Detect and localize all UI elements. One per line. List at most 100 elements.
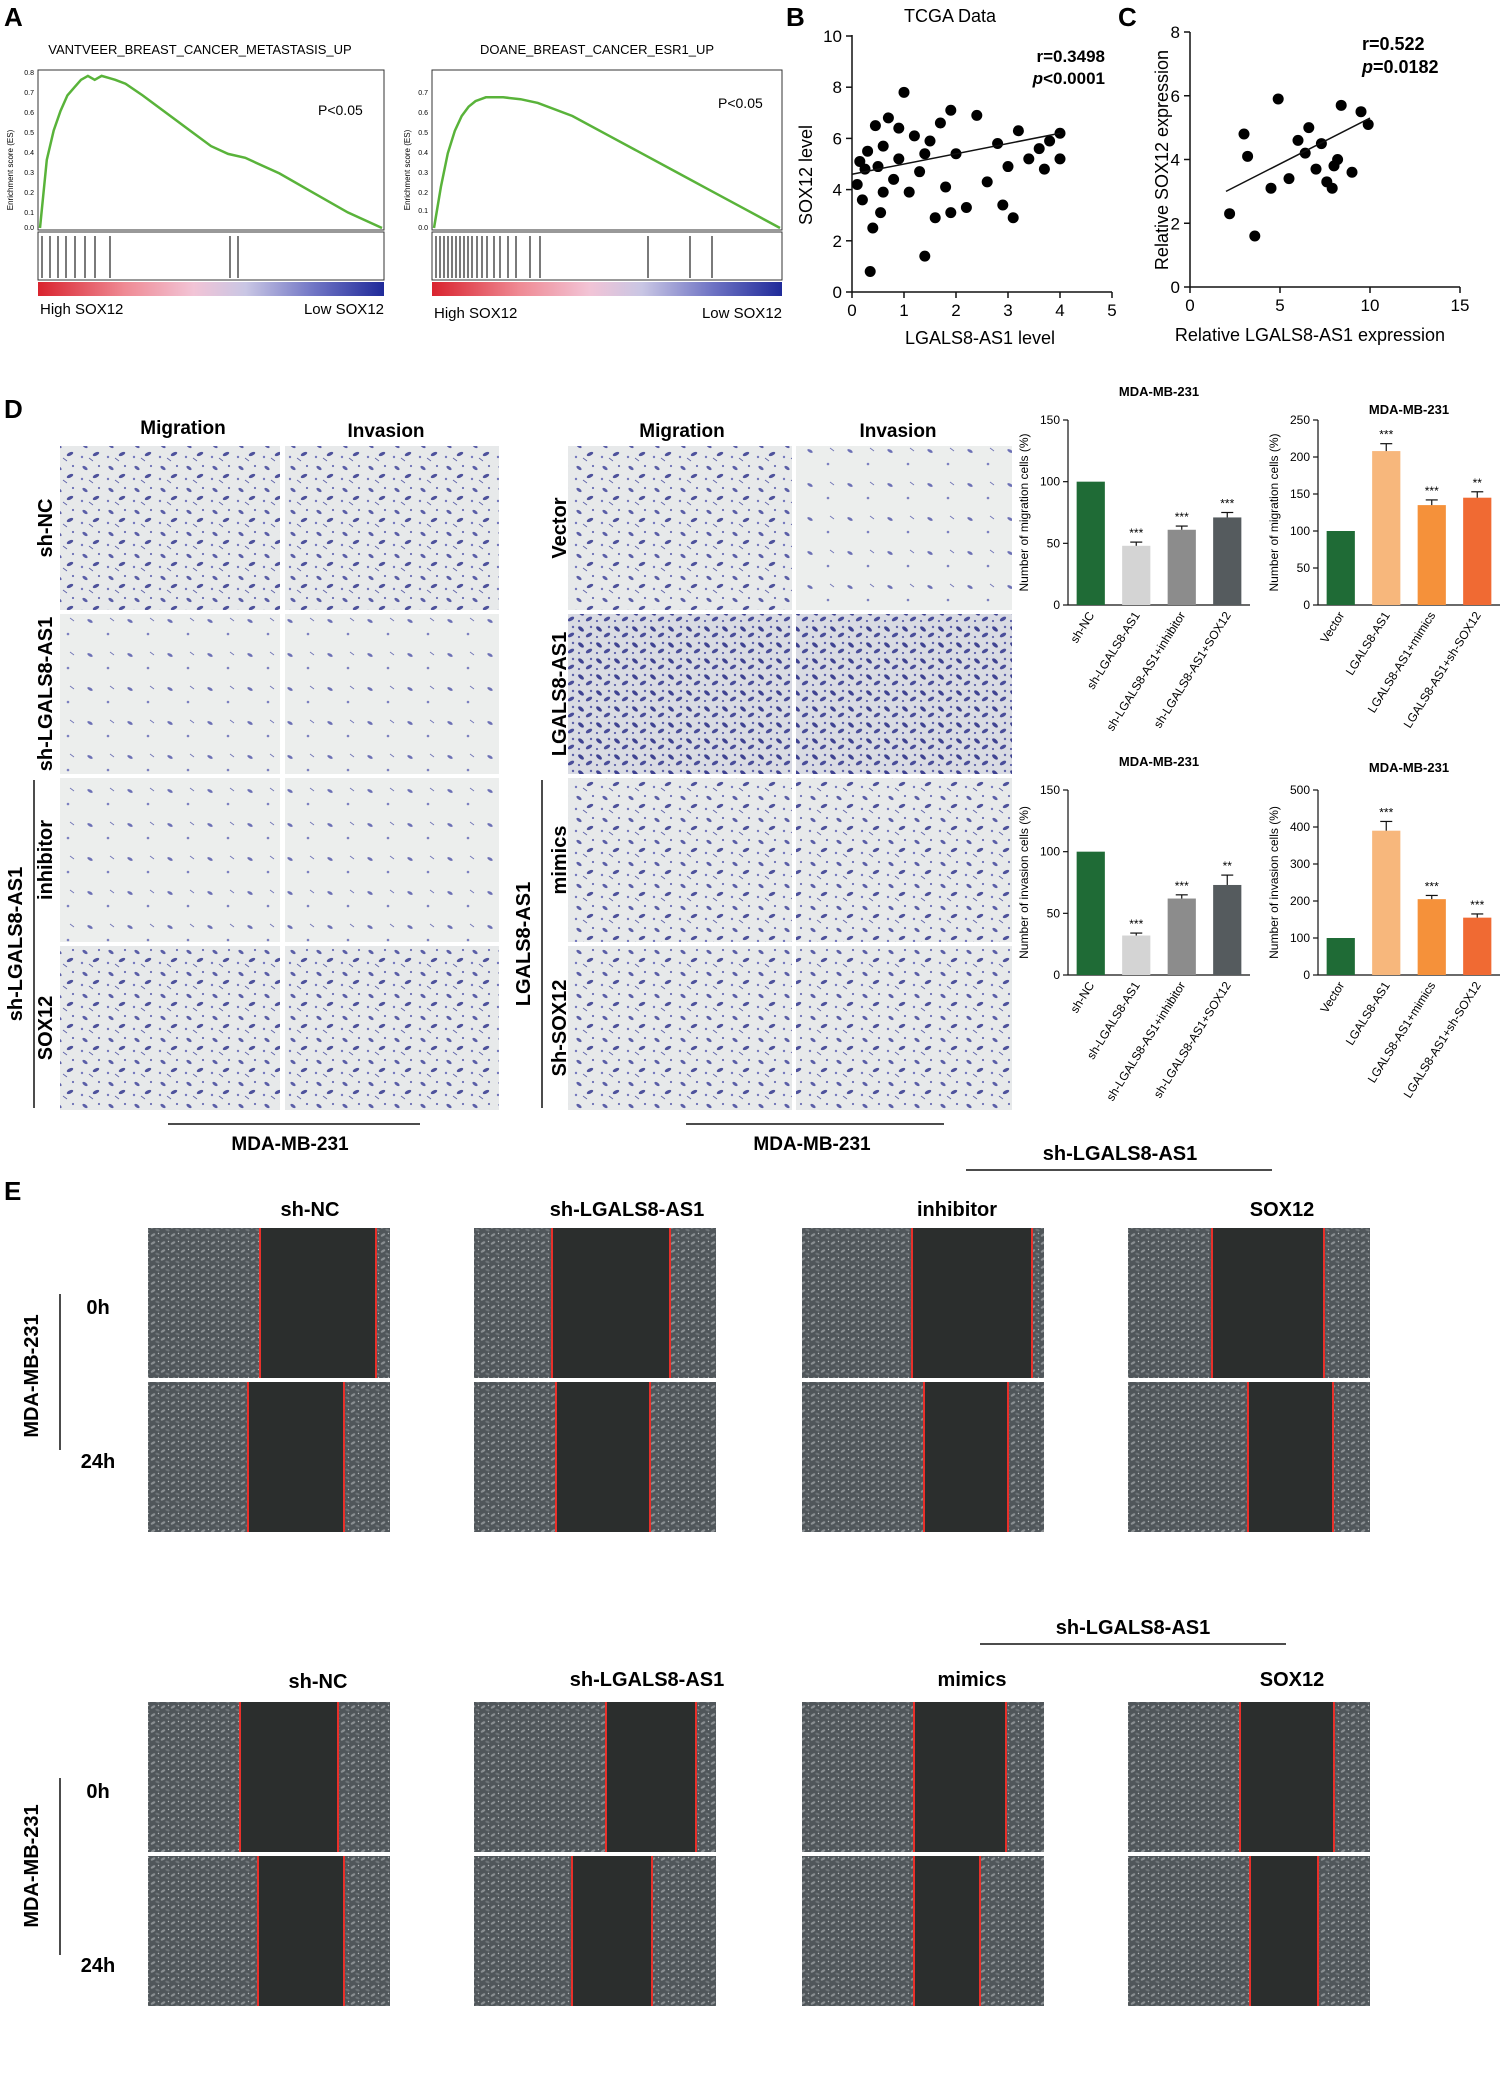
e2-group-label: sh-LGALS8-AS1 [1056, 1617, 1210, 1639]
category-label: sh-NC [1067, 609, 1097, 646]
significance-marker: *** [1175, 510, 1189, 524]
gsea-hits-1 [41, 236, 239, 278]
e1-row-label: 0h [86, 1297, 109, 1319]
category-label: Vector [1317, 609, 1347, 645]
gsea-title-1: VANTVEER_BREAST_CANCER_METASTASIS_UP [48, 42, 351, 57]
panel-label-c: C [1118, 2, 1137, 32]
y-tick-label: 100 [1040, 475, 1060, 489]
gsea-low-label-2: Low SOX12 [702, 305, 782, 322]
y-tick-label: 8 [833, 78, 842, 97]
bar-chart: MDA-MB-231 0 100 200 300 400 500 Number of inva… [1267, 760, 1500, 1101]
b-p-rest: <0.0001 [1043, 69, 1105, 88]
panel-label-e: E [4, 1176, 21, 1206]
e2-row-label: 0h [86, 1781, 109, 1803]
y-tick-label: 100 [1040, 845, 1060, 859]
scatter-point [919, 148, 931, 160]
wound-gap [572, 1856, 652, 2006]
significance-marker: ** [1223, 859, 1233, 873]
gsea-ytick: 0.3 [24, 170, 34, 177]
y-tick-label: 8 [1171, 23, 1180, 42]
x-tick-label: 0 [1185, 296, 1194, 315]
micrograph [568, 446, 792, 610]
scatter-point [929, 212, 941, 224]
scatter-point [903, 186, 915, 198]
c-r: r=0.522 [1362, 34, 1425, 54]
category-label: Vector [1317, 979, 1347, 1015]
gsea-ytick: 0.8 [24, 70, 34, 77]
d-left-col-invasion: Invasion [347, 421, 424, 442]
category-label: sh-LGALS8-AS1+inhibitor [1103, 979, 1188, 1103]
c-ticks: 0 5 10 15 0 2 4 6 8 [1171, 23, 1470, 315]
wound-gap [248, 1382, 344, 1532]
bar [1213, 517, 1242, 605]
bar-chart-ylabel: Number of invasion cells (%) [1267, 806, 1281, 959]
e1-col-header: inhibitor [917, 1199, 997, 1221]
significance-marker: *** [1175, 879, 1189, 893]
scatter-point [1044, 135, 1056, 147]
scatter-point [1292, 134, 1304, 146]
e1-col-header: SOX12 [1250, 1199, 1314, 1221]
scatter-point [1355, 106, 1367, 118]
y-tick-label: 500 [1290, 783, 1310, 797]
significance-marker: *** [1379, 805, 1393, 819]
d-left-group-label: sh-LGALS8-AS1 [5, 867, 27, 1021]
micrograph [796, 946, 1012, 1110]
bar [1076, 481, 1105, 605]
y-tick-label: 50 [1047, 906, 1061, 920]
scatter-point [854, 155, 866, 167]
gsea-ytick: 0.0 [418, 225, 428, 232]
e1-cell-line: MDA-MB-231 [21, 1314, 43, 1437]
scatter-point [1332, 154, 1344, 165]
bar [1213, 884, 1242, 975]
scatter-point [1249, 230, 1261, 242]
category-label: LGALS8-AS1 [1343, 609, 1393, 678]
y-tick-label: 300 [1290, 857, 1310, 871]
scatter-point [1033, 143, 1045, 155]
gsea-title-2: DOANE_BREAST_CANCER_ESR1_UP [480, 42, 714, 57]
scatter-point [1303, 122, 1315, 134]
y-tick-label: 50 [1047, 536, 1061, 550]
gsea-low-label-1: Low SOX12 [304, 301, 384, 318]
micrograph [285, 614, 499, 774]
scatter-point [862, 145, 874, 157]
b-ylabel: SOX12 level [796, 125, 816, 225]
wound-gap [240, 1702, 338, 1852]
gsea-ytick: 0.6 [24, 110, 34, 117]
gsea-high-label-2: High SOX12 [434, 305, 517, 322]
y-tick-label: 0 [1171, 278, 1180, 297]
c-ylabel: Relative SOX12 expression [1152, 50, 1172, 270]
gsea-ytick: 0.5 [24, 130, 34, 137]
significance-marker: *** [1425, 879, 1439, 893]
scatter-point [960, 202, 972, 214]
y-tick-label: 0 [1303, 598, 1310, 612]
y-tick-label: 250 [1290, 413, 1310, 427]
e2-col-header: sh-LGALS8-AS1 [570, 1669, 724, 1691]
panel-a: VANTVEER_BREAST_CANCER_METASTASIS_UP Enr… [6, 42, 783, 322]
gsea-yticks-2: 0.7 0.6 0.5 0.4 0.3 0.2 0.1 0.0 [418, 90, 428, 232]
y-tick-label: 400 [1290, 820, 1310, 834]
significance-marker: *** [1425, 484, 1439, 498]
y-tick-label: 6 [833, 129, 842, 148]
e1-group-label: sh-LGALS8-AS1 [1043, 1143, 1197, 1165]
scatter-point [981, 176, 993, 188]
bar [1122, 935, 1151, 975]
e1-col-header: sh-LGALS8-AS1 [550, 1199, 704, 1221]
d-left-row-label: inhibitor [35, 820, 57, 900]
y-tick-label: 4 [833, 181, 842, 200]
d-right-row-label: LGALS8-AS1 [549, 632, 571, 756]
panel-d-bar-charts: MDA-MB-231 0 50 100 150 Number of migration c… [1017, 384, 1500, 1103]
d-right-group-label: LGALS8-AS1 [513, 882, 535, 1006]
scatter-point [875, 207, 887, 219]
significance-marker: *** [1470, 898, 1484, 912]
scatter-point [1002, 161, 1014, 173]
c-p: p=0.0182 [1361, 57, 1439, 77]
gsea-hits-2 [435, 236, 713, 278]
gsea-plot-1: VANTVEER_BREAST_CANCER_METASTASIS_UP Enr… [6, 42, 385, 318]
gsea-ylabel-2: Enrichment score (ES) [403, 129, 412, 210]
x-tick-label: 5 [1275, 296, 1284, 315]
bar [1326, 938, 1355, 975]
gsea-ytick: 0.7 [418, 90, 428, 97]
b-title: TCGA Data [904, 6, 997, 26]
micrograph [796, 614, 1012, 774]
scatter-point [908, 130, 920, 142]
